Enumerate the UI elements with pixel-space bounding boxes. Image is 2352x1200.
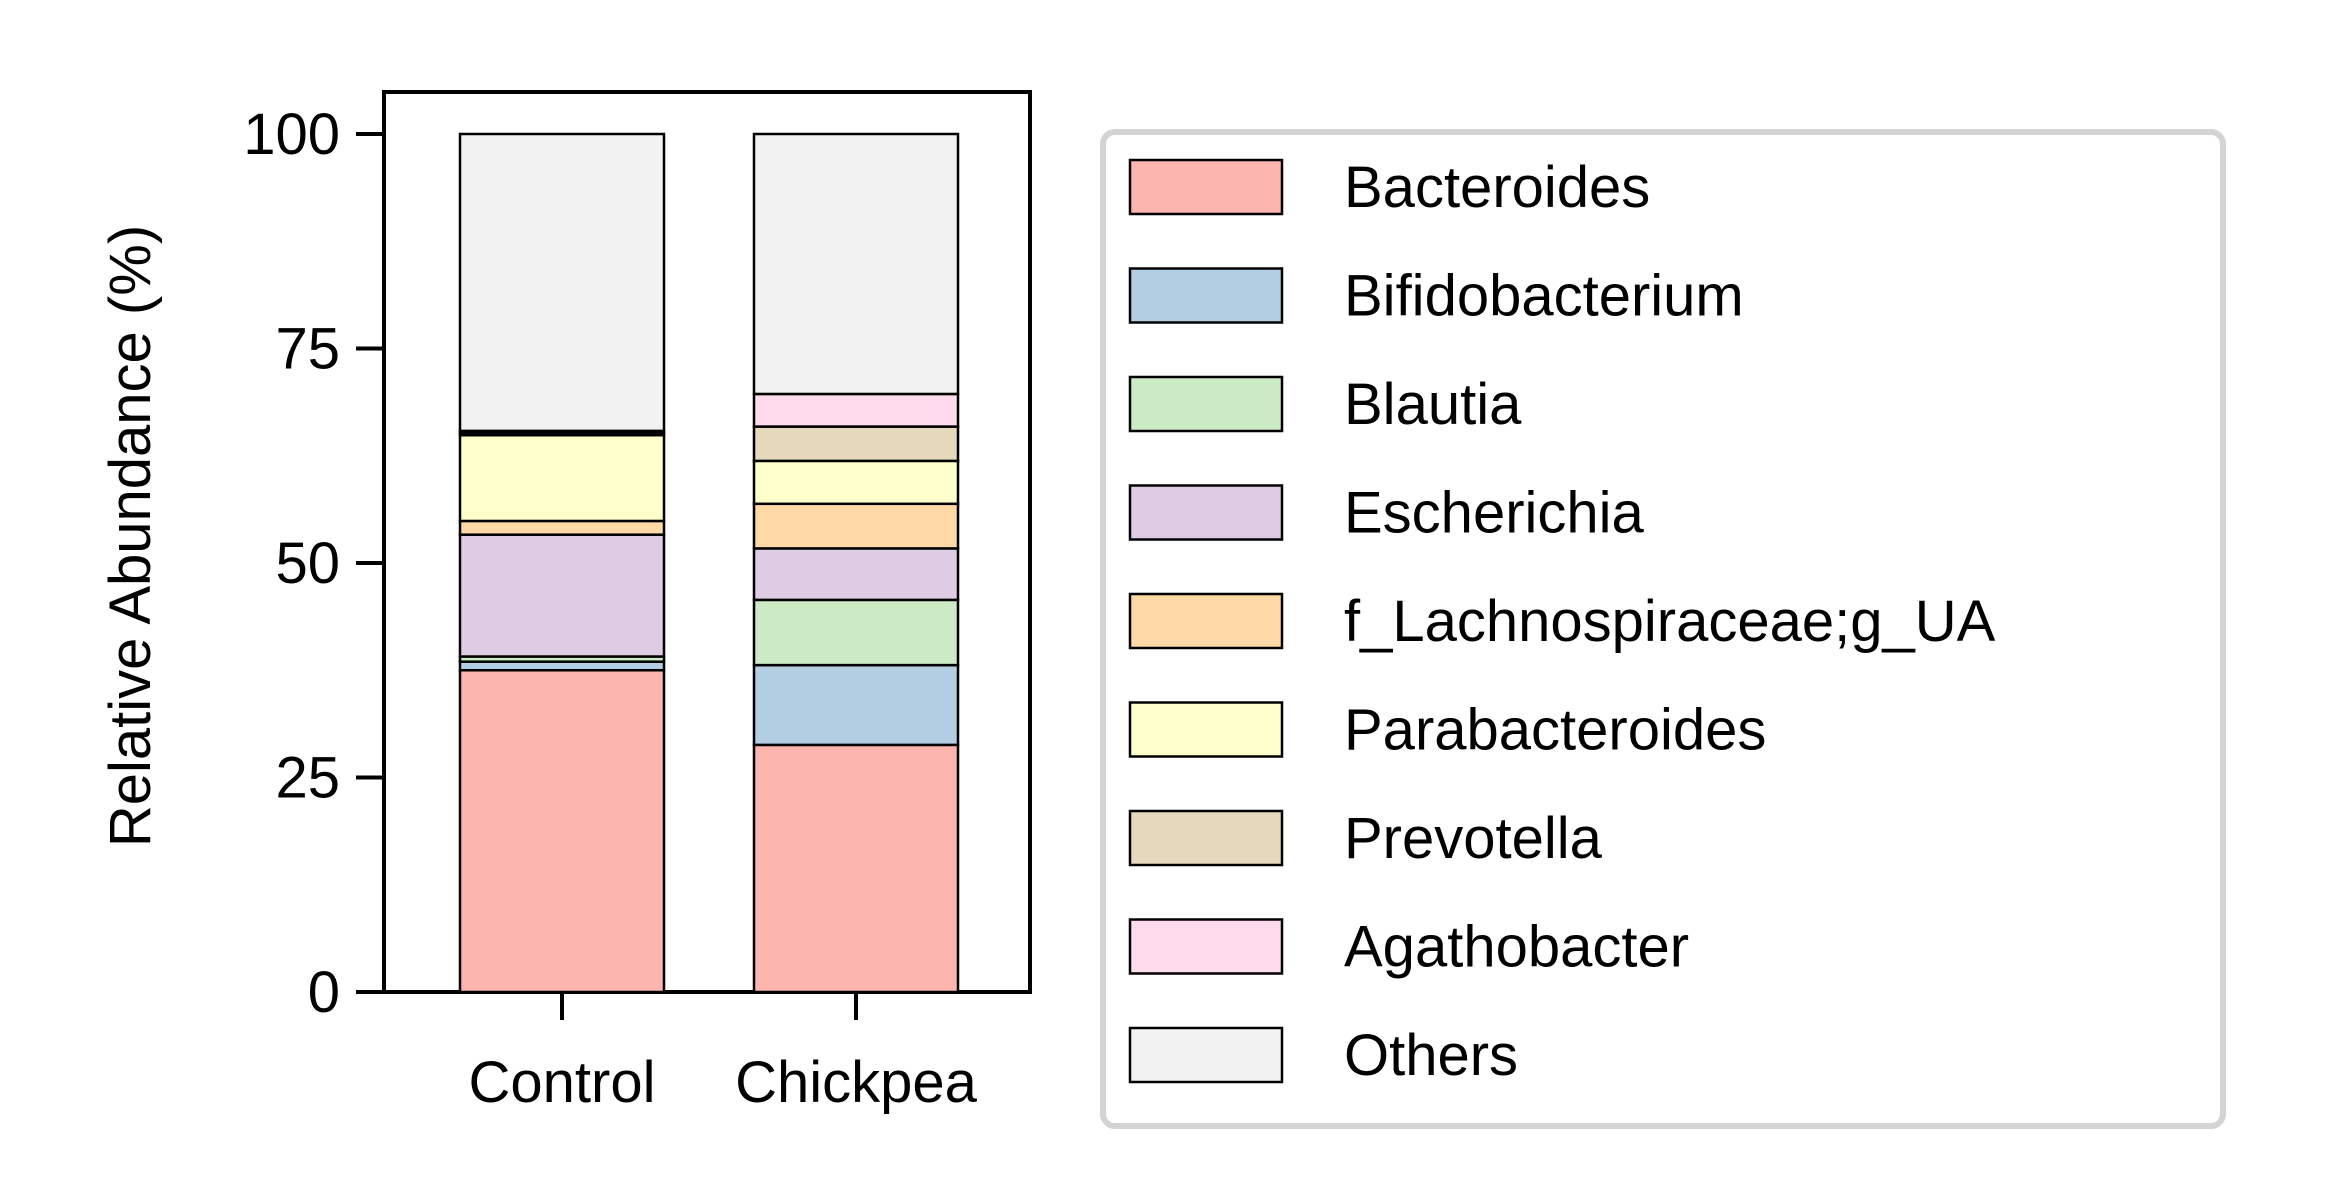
bar-stack-control [458, 132, 666, 994]
legend-label: Others [1344, 1023, 1518, 1088]
legend-label: Escherichia [1344, 481, 1645, 546]
legend-swatch [1128, 592, 1284, 650]
legend-swatch [1128, 809, 1284, 867]
legend-label: Agathobacter [1344, 915, 1689, 980]
bar-segment-blautia-chickpea [752, 598, 960, 667]
legend-item-prevotella: Prevotella [1128, 806, 1603, 871]
x-axis: Control Chickpea [469, 992, 978, 1115]
plot-frame [382, 90, 1032, 994]
legend-item-bacteroides: Bacteroides [1128, 155, 1650, 220]
plot-area [382, 90, 1032, 994]
y-tick-label: 75 [275, 317, 340, 382]
bar-segment-parabacteroides-chickpea [752, 459, 960, 506]
legend-label: Bifidobacterium [1344, 264, 1744, 329]
legend-swatch [1128, 375, 1284, 433]
bar-segment-prevotella-chickpea [752, 425, 960, 463]
legend: Bacteroides Bifidobacterium Blautia Escheri… [1100, 129, 2226, 1129]
bar-segment-bifidobacterium-chickpea [752, 663, 960, 747]
bar-segment-bifidobacterium-control [458, 660, 666, 672]
y-axis: 0 25 50 75 100 [243, 102, 384, 1025]
y-tick-label: 0 [308, 960, 340, 1025]
bar-segment-bacteroides-chickpea [752, 743, 960, 994]
legend-item-agathobacter: Agathobacter [1128, 915, 1689, 980]
legend-item-bifidobacterium: Bifidobacterium [1128, 264, 1744, 329]
bar-segment-escherichia-control [458, 533, 666, 658]
bar-segment-others-control [458, 132, 666, 433]
legend-label: Prevotella [1344, 806, 1603, 871]
x-tick-label-control: Control [469, 1050, 656, 1115]
legend-label: Bacteroides [1344, 155, 1650, 220]
legend-item-escherichia: Escherichia [1128, 481, 1645, 546]
bar-segment-f-lachnospiraceae-g-ua-control [458, 519, 666, 536]
legend-item-others: Others [1128, 1023, 1518, 1088]
bar-segment-others-chickpea [752, 132, 960, 396]
legend-frame [1100, 129, 2226, 1129]
bar-stacks [458, 132, 960, 994]
bar-segment-agathobacter-chickpea [752, 392, 960, 428]
legend-item-blautia: Blautia [1128, 372, 1522, 437]
bar-segment-parabacteroides-control [458, 433, 666, 523]
x-tick-label-chickpea: Chickpea [735, 1050, 978, 1115]
legend-label: Blautia [1344, 372, 1522, 437]
y-tick-label: 100 [243, 102, 340, 167]
legend-item-f-lachnospiraceae-g-ua: f_Lachnospiraceae;g_UA [1128, 589, 1996, 654]
legend-swatch [1128, 1026, 1284, 1084]
legend-swatch [1128, 484, 1284, 541]
legend-swatch [1128, 267, 1284, 324]
y-tick-label: 50 [275, 531, 340, 596]
y-tick-label: 25 [275, 746, 340, 811]
legend-label: f_Lachnospiraceae;g_UA [1344, 589, 1996, 654]
legend-swatch [1128, 918, 1284, 975]
bar-segment-bacteroides-control [458, 669, 666, 994]
bar-stack-chickpea [752, 132, 960, 994]
bar-segment-f-lachnospiraceae-g-ua-chickpea [752, 502, 960, 550]
bar-segment-escherichia-chickpea [752, 547, 960, 602]
y-axis-label: Relative Abundance (%) [98, 225, 163, 847]
legend-swatch [1128, 158, 1284, 216]
legend-swatch [1128, 701, 1284, 758]
legend-item-parabacteroides: Parabacteroides [1128, 698, 1766, 763]
legend-label: Parabacteroides [1344, 698, 1766, 763]
